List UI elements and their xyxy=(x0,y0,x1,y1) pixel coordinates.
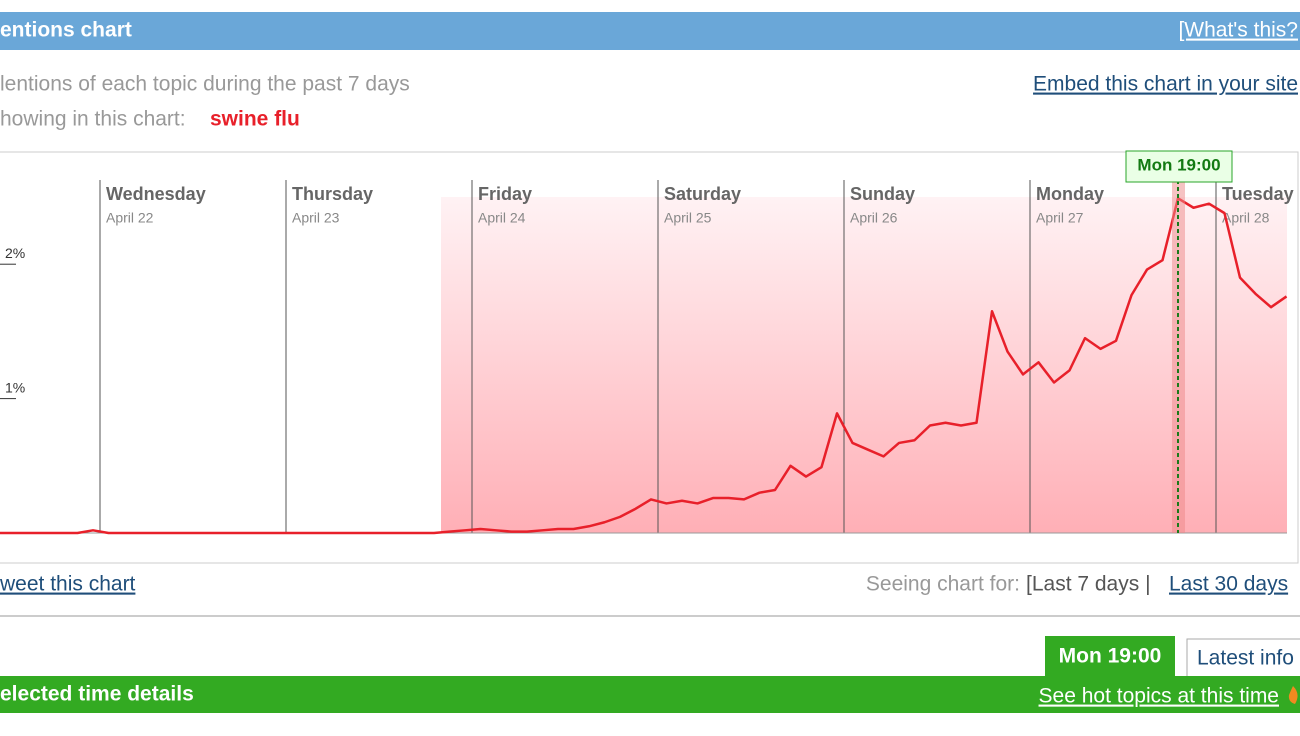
day-name: Friday xyxy=(478,184,532,204)
other-tab-label: Latest info xyxy=(1197,647,1294,670)
topic: swine flu xyxy=(210,108,300,131)
day-name: Saturday xyxy=(664,184,741,204)
seeing-label: Seeing chart for: xyxy=(866,573,1020,596)
tweet-link[interactable]: weet this chart xyxy=(0,573,136,596)
selected-label-box xyxy=(1125,150,1233,183)
highlight-region xyxy=(441,197,1287,533)
day-date: April 22 xyxy=(106,210,154,226)
other-range[interactable]: Last 30 days xyxy=(1169,573,1288,596)
plot: Wednesday April 22 Thursday April 23 Friday A… xyxy=(0,180,1294,535)
active-tab-label: Mon 19:00 xyxy=(1059,645,1162,668)
day-date: April 24 xyxy=(478,210,526,226)
day-name: Sunday xyxy=(850,184,915,204)
hot-link[interactable]: See hot topics at this time xyxy=(1039,685,1279,708)
day-date: April 28 xyxy=(1222,210,1270,226)
day-date: April 23 xyxy=(292,210,340,226)
day-name: Monday xyxy=(1036,184,1104,204)
day-date: April 26 xyxy=(850,210,898,226)
embed-link[interactable]: Embed this chart in your site xyxy=(1033,73,1298,96)
day-date: April 25 xyxy=(664,210,712,226)
y-tick-label: 1% xyxy=(5,379,25,395)
intro-line: lentions of each topic during the past 7… xyxy=(0,73,410,96)
y-tick-label: 2% xyxy=(5,245,25,261)
current-range: [Last 7 days | xyxy=(1026,573,1151,596)
help-link[interactable]: [What's this? xyxy=(1178,19,1298,42)
series-line xyxy=(0,197,1288,535)
selected-label: Mon 19:00 xyxy=(1137,155,1220,174)
intro-line: howing in this chart: xyxy=(0,108,186,131)
day-name: Wednesday xyxy=(106,184,206,204)
active-tab[interactable] xyxy=(1045,636,1175,678)
fire-icon xyxy=(1288,686,1298,704)
header-bar xyxy=(0,12,1300,50)
day-date: April 27 xyxy=(1036,210,1084,226)
day-name: Tuesday xyxy=(1222,184,1294,204)
header-title: entions chart xyxy=(0,19,132,42)
details-bar xyxy=(0,676,1300,713)
details-title: elected time details xyxy=(0,683,194,706)
day-name: Thursday xyxy=(292,184,373,204)
other-tab[interactable] xyxy=(1186,638,1300,680)
